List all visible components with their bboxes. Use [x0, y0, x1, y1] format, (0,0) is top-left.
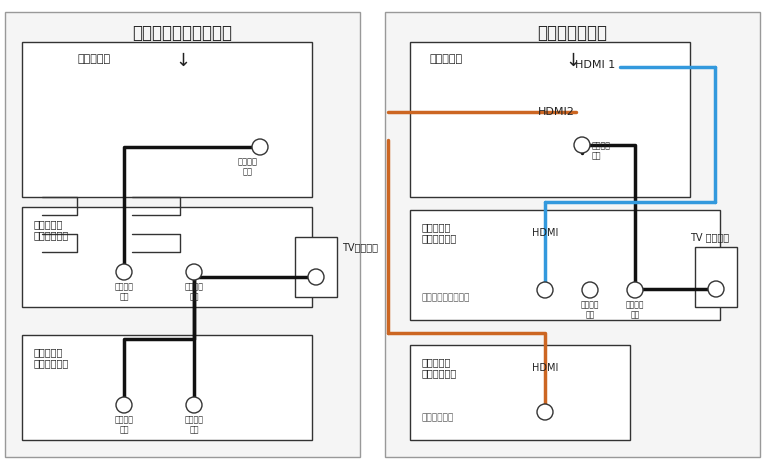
Circle shape — [116, 264, 132, 280]
Bar — [695, 247, 737, 307]
Circle shape — [308, 269, 324, 285]
FancyBboxPatch shape — [385, 12, 760, 457]
Text: TV アンテナ: TV アンテナ — [690, 232, 729, 242]
Text: TVアンテナ: TVアンテナ — [342, 242, 378, 252]
Text: ブルーレイ
レコーダー１: ブルーレイ レコーダー１ — [34, 219, 69, 241]
Text: アンテナ
入力: アンテナ 入力 — [626, 300, 644, 319]
Bar — [22, 42, 312, 197]
Circle shape — [537, 282, 553, 298]
Text: ブルーレイ
レコーダー１: ブルーレイ レコーダー１ — [422, 222, 457, 243]
Text: アンテナ
入力: アンテナ 入力 — [238, 157, 258, 176]
Bar — [22, 335, 312, 440]
Text: ブルーレイ
レコーダー２: ブルーレイ レコーダー２ — [422, 357, 457, 378]
Text: アンテナ
出力: アンテナ 出力 — [581, 300, 599, 319]
Circle shape — [582, 282, 598, 298]
Text: アンテナ
出力: アンテナ 出力 — [114, 415, 133, 434]
Text: HDMI: HDMI — [532, 228, 558, 238]
Text: アンテナ
出力: アンテナ 出力 — [114, 282, 133, 301]
Text: アンテナ
入力: アンテナ 入力 — [592, 141, 611, 160]
Text: テレビ裏側: テレビ裏側 — [430, 54, 463, 64]
Bar — [410, 210, 720, 320]
Bar — [22, 207, 312, 307]
Circle shape — [574, 137, 590, 153]
Text: ↓: ↓ — [175, 52, 190, 70]
Text: HDMI: HDMI — [532, 363, 558, 373]
Text: ↓: ↓ — [565, 52, 580, 70]
Circle shape — [116, 397, 132, 413]
Text: テレビ裏側: テレビ裏側 — [77, 54, 110, 64]
Text: ブルーレイ
レコーダー２: ブルーレイ レコーダー２ — [34, 347, 69, 369]
Circle shape — [537, 404, 553, 420]
Circle shape — [708, 281, 724, 297]
Text: ネットで見つけた方法: ネットで見つけた方法 — [133, 24, 232, 42]
Text: 録画・再生がしたい: 録画・再生がしたい — [422, 293, 470, 302]
Text: 再生がしたい: 再生がしたい — [422, 413, 454, 422]
Text: HDMI 1: HDMI 1 — [575, 60, 615, 70]
Text: 私が行った接続: 私が行った接続 — [538, 24, 607, 42]
Bar — [295, 237, 337, 297]
Circle shape — [252, 139, 268, 155]
Text: アンテナ
入力: アンテナ 入力 — [185, 282, 203, 301]
Text: HDMI2: HDMI2 — [538, 107, 575, 117]
FancyBboxPatch shape — [5, 12, 360, 457]
Bar — [410, 42, 690, 197]
Bar — [410, 345, 630, 440]
Circle shape — [627, 282, 643, 298]
Circle shape — [186, 264, 202, 280]
Text: アンテナ
入力: アンテナ 入力 — [185, 415, 203, 434]
Circle shape — [186, 397, 202, 413]
